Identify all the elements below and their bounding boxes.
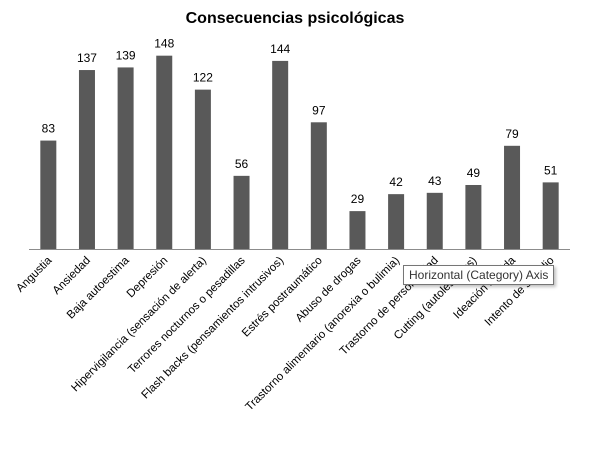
- data-label-ansiedad: 137: [77, 51, 97, 65]
- bar-ansiedad: [78, 70, 95, 249]
- data-label-estres-postraumatico: 97: [312, 103, 326, 117]
- data-label-angustia: 83: [42, 122, 56, 136]
- bar-cutting-autolesiones: [465, 184, 482, 249]
- bar-flash-backs-pensamientos-intrusivos: [272, 60, 289, 250]
- data-label-terrores-nocturnos-o-pesadillas: 56: [235, 157, 249, 171]
- bar-baja-autoestima: [117, 67, 134, 250]
- chart-title: Consecuencias psicológicas: [185, 10, 405, 27]
- tick-label-hipervigilancia-sensacion-de-alerta: Hipervigilancia (sensación de alerta): [69, 255, 209, 395]
- data-label-cutting-autolesiones: 49: [467, 166, 481, 180]
- data-label-baja-autoestima: 139: [116, 48, 136, 62]
- bar-terrores-nocturnos-o-pesadillas: [233, 175, 250, 249]
- bar-depresion: [156, 55, 173, 249]
- data-label-flash-backs-pensamientos-intrusivos: 144: [270, 42, 290, 56]
- tick-label-angustia: Angustia: [14, 254, 55, 295]
- tick-label-abuso-de-drogas: Abuso de drogas: [294, 254, 364, 324]
- data-label-hipervigilancia-sensacion-de-alerta: 122: [193, 71, 213, 85]
- bar-angustia: [40, 140, 57, 249]
- data-label-ideacion-suicida: 79: [505, 127, 519, 141]
- data-label-abuso-de-drogas: 29: [351, 192, 365, 206]
- tick-label-flash-backs-pensamientos-intrusivos: Flash backs (pensamientos intrusivos): [140, 255, 287, 402]
- data-label-depresion: 148: [154, 37, 174, 51]
- data-label-trastorno-de-personalidad: 43: [428, 174, 442, 188]
- bar-hipervigilancia-sensacion-de-alerta: [194, 89, 211, 249]
- bar-intento-de-suicidio: [542, 182, 559, 249]
- bar-trastorno-de-personalidad: [426, 192, 443, 249]
- bar-ideacion-suicida: [504, 145, 521, 249]
- bar-abuso-de-drogas: [349, 211, 366, 249]
- bar-estres-postraumatico: [310, 122, 327, 249]
- data-label-intento-de-suicidio: 51: [544, 163, 558, 177]
- bar-trastorno-alimentario-anorexia-o-bulimia: [388, 194, 405, 249]
- axis-tooltip: Horizontal (Category) Axis: [403, 265, 555, 285]
- data-label-trastorno-alimentario-anorexia-o-bulimia: 42: [389, 175, 403, 189]
